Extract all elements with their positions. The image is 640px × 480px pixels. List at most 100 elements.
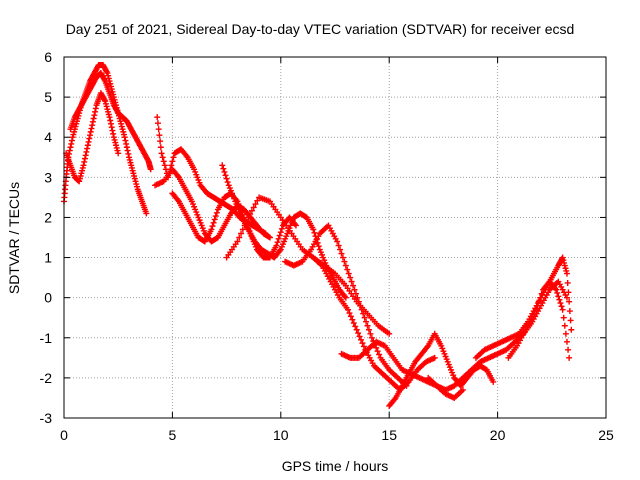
data-point [342,294,349,301]
y-tick-label: -1 [40,330,53,346]
data-point [349,316,356,323]
data-point [88,125,95,132]
data-point [490,378,497,385]
data-point [109,127,116,134]
data-point [532,306,539,313]
data-point [224,179,231,186]
data-point [80,162,87,169]
data-point [351,286,358,293]
series-arc-12 [386,330,497,409]
data-point [356,333,363,340]
data-point [564,279,571,286]
y-tick-label: 0 [44,290,52,306]
y-axis-label: SDTVAR / TECUs [6,182,22,294]
data-point [68,140,75,147]
data-point [243,218,250,225]
data-point [555,293,562,300]
data-point [273,242,280,249]
data-point [278,225,285,232]
data-point [352,323,359,330]
data-point [157,144,164,151]
data-point [292,222,299,229]
data-point [252,201,259,208]
data-point [315,243,322,250]
data-point [357,302,364,309]
data-point [344,266,351,273]
data-point [66,147,73,154]
y-tick-label: -2 [40,370,53,386]
data-point [92,108,99,115]
data-point [213,209,220,216]
data-point [110,130,117,137]
series-arc-9 [282,222,410,389]
data-point [568,326,575,333]
series-arc-2 [67,70,154,173]
data-point [311,229,318,236]
data-point [359,340,366,347]
data-point [558,303,565,310]
data-point [367,330,374,337]
data-point [161,162,168,169]
data-point [310,226,317,233]
data-point [247,211,254,218]
data-point [170,154,177,161]
series-arc-15 [505,278,573,361]
data-point [89,122,96,129]
data-point [106,114,113,121]
data-point [83,148,90,155]
data-point [68,137,75,144]
data-point [531,310,538,317]
data-point [219,162,226,169]
data-point [348,278,355,285]
data-point [92,105,99,112]
data-point [108,124,115,131]
data-point [125,150,132,157]
data-point [376,351,383,358]
data-point [360,343,367,350]
data-point [209,223,216,230]
data-point [123,144,130,151]
data-point [563,338,570,345]
data-point [350,282,357,289]
data-point [169,158,176,165]
data-point [143,210,150,217]
data-point [347,313,354,320]
data-point [84,145,91,152]
data-point [87,128,94,135]
data-point [338,250,345,257]
data-point [566,354,573,361]
data-point [339,254,346,261]
data-point [345,306,352,313]
data-point [358,336,365,343]
data-point [341,258,348,265]
data-point [248,207,255,214]
data-point [337,246,344,253]
data-point [91,112,98,119]
data-point [168,162,175,169]
data-point [556,296,563,303]
data-point [222,172,229,179]
data-point [354,294,361,301]
data-point [254,197,261,204]
data-point [352,290,359,297]
data-point [459,386,466,393]
data-point [121,134,128,141]
data-point [275,235,282,242]
data-point [239,226,246,233]
data-point [361,314,368,321]
data-point [353,326,360,333]
data-point [124,147,131,154]
data-point [276,232,283,239]
data-point [560,314,567,321]
data-point [373,344,380,351]
series-arc-7 [219,162,349,301]
data-point [335,242,342,249]
data-point [159,154,166,161]
data-point [553,286,560,293]
data-point [565,289,572,296]
x-tick-label: 10 [273,427,289,443]
data-point [208,226,215,233]
data-point [212,213,219,220]
chart-title: Day 251 of 2021, Sidereal Day-to-day VTE… [66,21,575,37]
data-point [90,115,97,122]
